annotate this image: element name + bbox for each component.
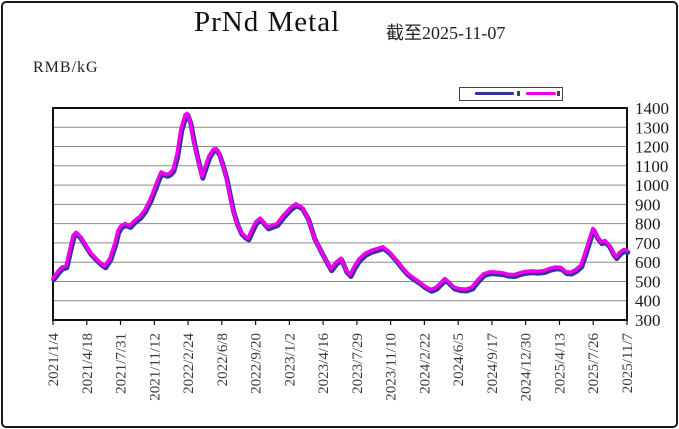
x-tick-label: 2024/9/17	[485, 333, 501, 394]
x-tick-label: 2021/11/12	[147, 333, 163, 401]
x-tick-label: 2023/7/29	[350, 333, 366, 394]
plot-border	[52, 107, 628, 321]
x-tick-label: 2021/7/31	[114, 333, 130, 394]
legend-line-swatch-series2	[526, 92, 556, 95]
y-tick-label: 1200	[635, 138, 669, 157]
y-tick-label: 300	[635, 311, 661, 330]
y-axis-unit-label: RMB/kG	[33, 59, 99, 76]
x-tick-label: 2022/6/8	[215, 333, 231, 386]
x-tick-label: 2022/9/20	[249, 333, 265, 394]
y-tick-label: 700	[635, 234, 661, 253]
x-tick-label: 2023/1/2	[282, 333, 298, 386]
x-tick-label: 2025/4/13	[553, 333, 569, 394]
x-tick-label: 2023/11/10	[384, 333, 400, 401]
x-tick-label: 2024/12/30	[519, 333, 535, 401]
y-tick-label: 1000	[635, 176, 669, 195]
x-tick-label: 2024/2/22	[417, 333, 433, 394]
y-tick-label: 900	[635, 195, 661, 214]
x-tick-label: 2021/1/4	[46, 333, 62, 387]
x-tick-label: 2024/6/5	[451, 333, 467, 386]
y-tick-label: 800	[635, 215, 661, 234]
x-tick-label: 2023/4/16	[316, 333, 332, 394]
y-tick-label: 1400	[635, 99, 669, 118]
x-tick-label: 2025/7/26	[586, 333, 602, 394]
y-tick-label: 400	[635, 292, 661, 311]
x-tick-label: 2022/2/24	[181, 333, 197, 394]
price-line-back	[51, 112, 631, 294]
y-tick-label: 500	[635, 273, 661, 292]
legend-line-swatch-series1	[475, 92, 514, 95]
legend-minitext-mark-2	[557, 91, 560, 96]
as-of-date-label: 截至2025-11-07	[386, 23, 506, 43]
legend-box	[459, 87, 563, 101]
price-line-front	[51, 111, 629, 292]
x-tick-label: 2025/11/7	[620, 333, 636, 394]
y-tick-label: 600	[635, 253, 661, 272]
x-tick-label: 2021/4/18	[80, 333, 96, 394]
chart-title: PrNd Metal	[194, 6, 341, 38]
legend-minitext-mark-1	[517, 91, 520, 96]
y-tick-label: 1100	[635, 157, 668, 176]
y-tick-label: 1300	[635, 118, 669, 137]
